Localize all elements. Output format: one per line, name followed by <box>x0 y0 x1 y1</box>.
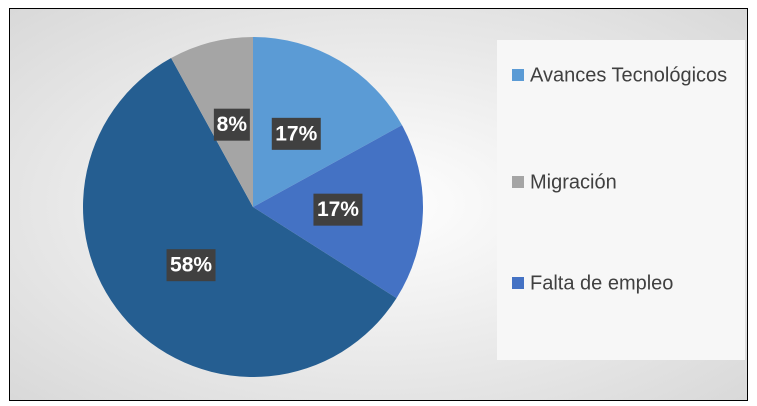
data-label: 17% <box>275 122 317 145</box>
data-label: 8% <box>217 113 248 136</box>
pie-slice <box>171 37 253 207</box>
pie-slice <box>253 37 402 207</box>
legend-swatch <box>512 69 524 81</box>
legend-swatch <box>512 277 524 289</box>
data-label: 58% <box>170 254 212 277</box>
legend-label: Migración <box>530 171 617 193</box>
data-label-box <box>166 249 216 282</box>
pie-slice <box>82 58 397 378</box>
data-label: 17% <box>317 198 359 221</box>
legend-swatch <box>512 176 524 188</box>
data-label-box <box>313 193 363 226</box>
data-label-box <box>271 117 321 150</box>
legend-box <box>497 40 745 360</box>
legend-label: Falta de empleo <box>530 272 673 294</box>
legend-label: Avances Tecnológicos <box>530 64 727 86</box>
data-label-box <box>213 108 250 141</box>
